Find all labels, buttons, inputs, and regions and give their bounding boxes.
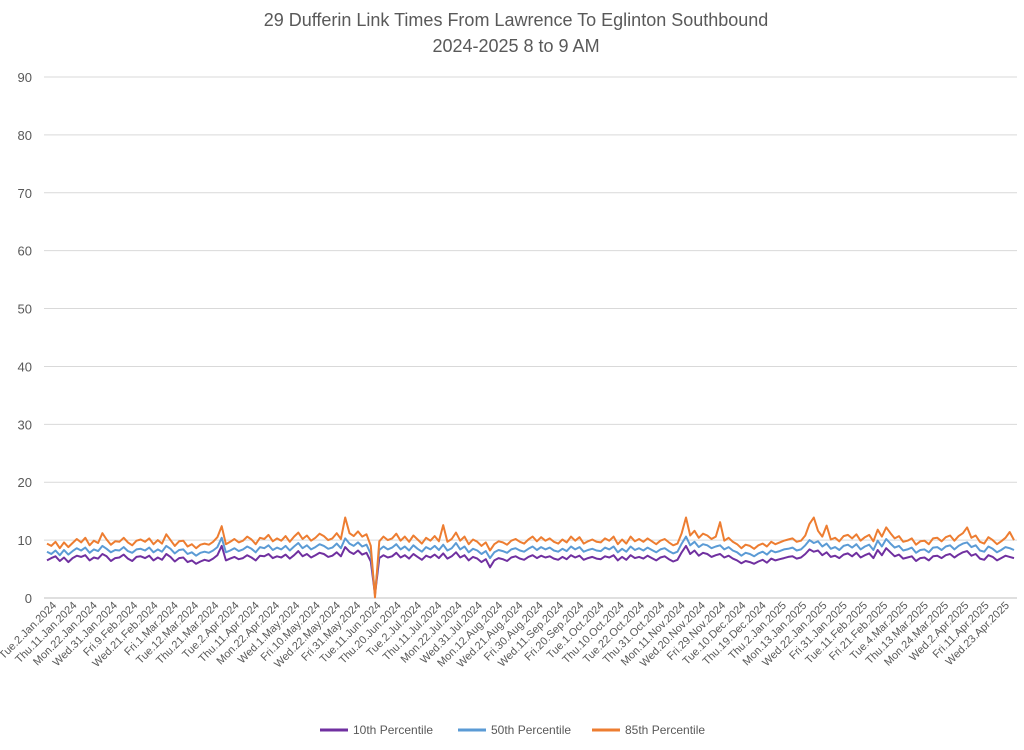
y-tick-label: 80 [18,128,32,143]
y-tick-label: 40 [18,359,32,374]
y-tick-label: 50 [18,302,32,317]
series-lines [46,516,1015,599]
legend-label: 85th Percentile [625,723,705,737]
chart-subtitle: 2024-2025 8 to 9 AM [432,36,599,56]
gridlines [44,76,1017,599]
series-line-10th-percentile [46,544,1015,596]
legend-label: 10th Percentile [353,723,433,737]
y-tick-label: 60 [18,244,32,259]
series-line-85th-percentile [46,516,1015,599]
y-tick-label: 30 [18,417,32,432]
series-line-50th-percentile [46,535,1015,595]
y-axis-ticks: 0 10 20 30 40 50 60 70 80 90 [18,70,32,606]
y-tick-label: 10 [18,533,32,548]
y-tick-label: 20 [18,475,32,490]
chart-title: 29 Dufferin Link Times From Lawrence To … [264,10,769,30]
y-tick-label: 70 [18,186,32,201]
legend-label: 50th Percentile [491,723,571,737]
y-tick-label: 0 [25,591,32,606]
legend: 10th Percentile 50th Percentile 85th Perce… [320,723,705,737]
x-axis-ticks: Tue.2.Jan.2024Thu.11.Jan.2024Mon.22.Jan.… [0,600,1012,671]
y-tick-label: 90 [18,70,32,85]
